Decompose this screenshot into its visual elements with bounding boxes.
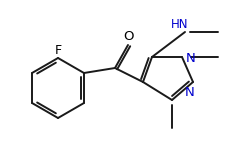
Text: O: O (123, 31, 134, 44)
Text: N: N (184, 86, 194, 100)
Text: F: F (54, 44, 61, 57)
Text: HN: HN (170, 18, 188, 31)
Text: N: N (186, 51, 195, 64)
